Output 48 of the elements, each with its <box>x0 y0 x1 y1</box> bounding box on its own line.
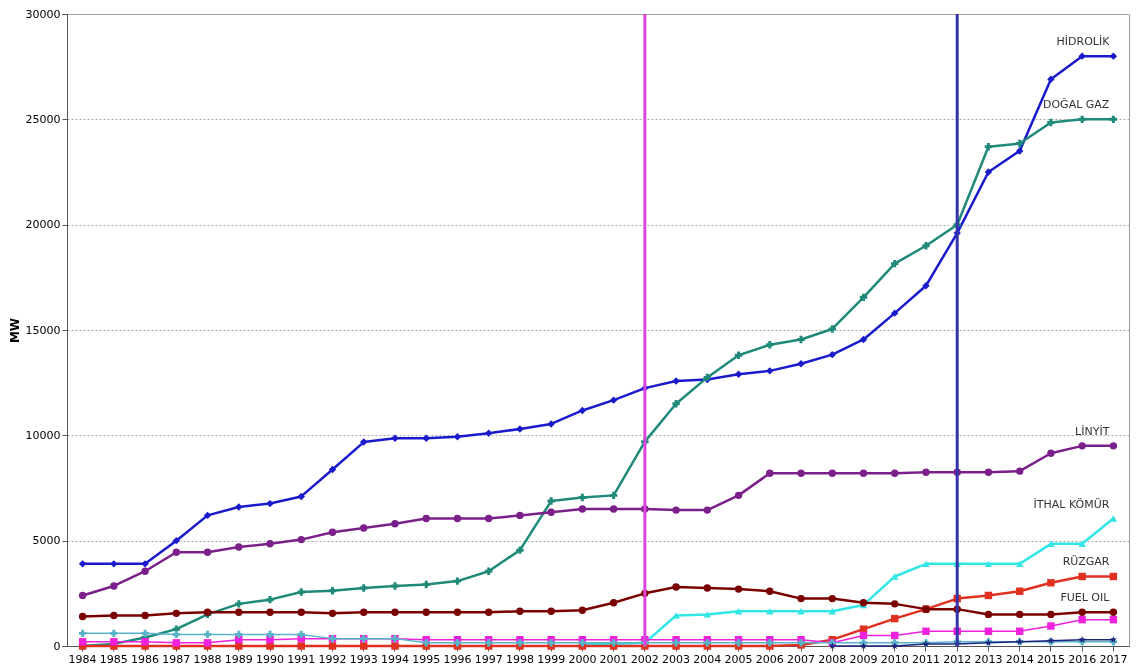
x-tick-label: 1994 <box>380 652 409 666</box>
x-tick-label: 2015 <box>1036 652 1065 666</box>
x-tick-label: 2010 <box>880 652 909 666</box>
y-tick-label: 30000 <box>25 7 61 21</box>
x-tick-label: 2013 <box>974 652 1003 666</box>
series-label: LİNYİT <box>1075 424 1110 438</box>
y-tick-label: 25000 <box>25 112 61 126</box>
x-tick-label: 2012 <box>943 652 972 666</box>
x-tick-label: 2014 <box>1005 652 1034 666</box>
x-tick-label: 1984 <box>68 652 97 666</box>
y-tick-label: 5000 <box>32 534 61 548</box>
x-tick-label: 2003 <box>662 652 691 666</box>
x-tick-label: 1998 <box>505 652 534 666</box>
x-tick-label: 2009 <box>849 652 878 666</box>
x-tick-label: 1991 <box>287 652 316 666</box>
series-label: DOĞAL GAZ <box>1042 98 1110 112</box>
x-tick-label: 1992 <box>318 652 347 666</box>
x-tick-label: 1985 <box>99 652 128 666</box>
x-tick-label: 2008 <box>818 652 847 666</box>
x-tick-label: 1999 <box>537 652 566 666</box>
series-label: HİDROLİK <box>1056 35 1111 49</box>
x-tick-label: 1988 <box>193 652 222 666</box>
series-label: RÜZGAR <box>1062 555 1110 569</box>
x-tick-label: 2016 <box>1068 652 1097 666</box>
y-tick-label: 15000 <box>25 323 61 337</box>
y-tick-label: 10000 <box>25 428 61 442</box>
x-tick-label: 1990 <box>256 652 285 666</box>
x-tick-label: 2007 <box>787 652 816 666</box>
x-tick-label: 1995 <box>412 652 441 666</box>
x-tick-label: 2002 <box>630 652 659 666</box>
x-tick-label: 2001 <box>599 652 628 666</box>
x-tick-label: 2000 <box>568 652 597 666</box>
series-label: FUEL OIL <box>1060 591 1111 605</box>
x-tick-label: 1986 <box>131 652 160 666</box>
x-tick-label: 1997 <box>474 652 503 666</box>
x-tick-label: 2004 <box>693 652 722 666</box>
x-tick-label: 2006 <box>755 652 784 666</box>
series-label: İTHAL KÖMÜR <box>1033 497 1110 511</box>
x-tick-label: 2011 <box>911 652 940 666</box>
x-tick-label: 1987 <box>162 652 191 666</box>
y-tick-label: 20000 <box>25 218 61 232</box>
y-axis-title: MW <box>7 317 22 344</box>
x-tick-label: 1993 <box>349 652 378 666</box>
x-tick-label: 1989 <box>224 652 253 666</box>
x-tick-label: 2017 <box>1099 652 1128 666</box>
y-tick-label: 0 <box>53 639 61 653</box>
x-tick-label: 1996 <box>443 652 472 666</box>
x-tick-label: 2005 <box>724 652 753 666</box>
